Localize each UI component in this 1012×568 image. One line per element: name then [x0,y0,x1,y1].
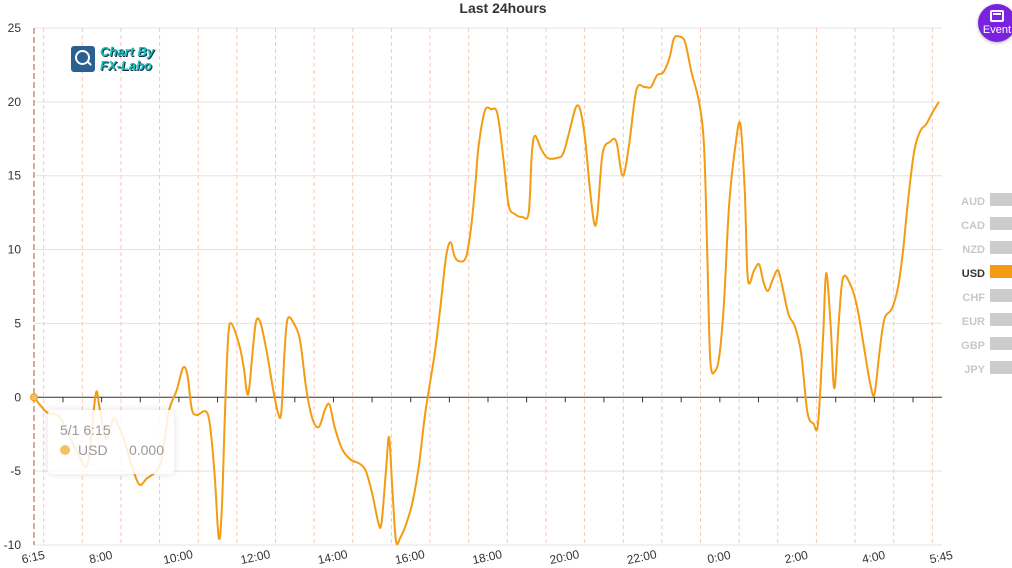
x-axis: 6:15 8:00 10:00 12:00 14:00 16:00 18:00 20:00 22… [20,397,954,567]
legend-item-cad[interactable]: CAD [961,217,1012,232]
chart-tooltip: 5/1 6:15 USD 0.000 [48,410,174,474]
y-tick-label: -5 [10,464,21,478]
x-tick-label: 0:00 [706,548,732,567]
legend-swatch [990,217,1012,230]
x-tick-label: 12:00 [239,547,272,567]
y-tick-label: 10 [8,243,22,257]
chart-title: Last 24hours [459,0,546,16]
series-line-usd [33,35,940,546]
logo-line-2: FX-Labo [100,58,152,73]
x-tick-label: 6:15 [20,548,46,567]
tooltip-time: 5/1 6:15 [60,422,111,438]
legend-item-gbp[interactable]: GBP [961,337,1012,352]
legend-swatch [990,241,1012,254]
legend-item-jpy[interactable]: JPY [964,361,1012,376]
chart-grid [33,27,942,546]
legend-swatch [990,193,1012,206]
calendar-icon [990,10,1004,22]
tooltip-value: 0.000 [128,442,164,458]
legend-item-nzd[interactable]: NZD [962,241,1012,256]
legend-label: USD [962,268,985,280]
tooltip-series-dot [60,445,70,455]
x-tick-label: 14:00 [316,547,349,567]
legend-swatch [990,337,1012,350]
event-button-label: Event [982,24,1012,36]
x-tick-label: 2:00 [783,548,809,567]
legend-label: CHF [962,292,985,304]
y-tick-label: 15 [8,169,22,183]
series-layer [30,35,940,546]
x-tick-label: 5:45 [928,548,954,567]
series-point-start [30,393,38,402]
legend-item-chf[interactable]: CHF [962,289,1012,304]
y-tick-label: 25 [8,21,22,35]
y-tick-label: 0 [14,390,21,404]
legend-label: EUR [962,316,985,328]
x-tick-label: 20:00 [548,547,581,567]
x-tick-label: 18:00 [471,547,504,567]
y-tick-label: 5 [14,316,21,330]
legend[interactable]: AUD CAD NZD USD CHF EUR GBP JPY [961,193,1012,376]
x-tick-label: 16:00 [394,547,427,567]
legend-label: AUD [961,196,985,208]
legend-label: JPY [964,364,985,376]
legend-label: NZD [962,244,985,256]
x-tick-label: 22:00 [626,547,659,567]
x-tick-label: 8:00 [88,548,114,567]
logo-line-1: Chart By [100,44,155,59]
legend-label: GBP [961,340,985,352]
x-tick-label: 4:00 [861,548,887,567]
y-tick-label: -10 [4,538,22,552]
legend-item-eur[interactable]: EUR [962,313,1012,328]
y-tick-label: 20 [8,95,22,109]
legend-swatch [990,313,1012,326]
legend-swatch [990,265,1012,278]
legend-item-usd[interactable]: USD [962,265,1012,280]
fx-labo-logo: Chart By FX-Labo [71,45,171,75]
legend-swatch [990,289,1012,302]
tooltip-series-name: USD [78,442,108,458]
magnifier-chart-icon [71,46,95,72]
x-tick-label: 10:00 [162,547,195,567]
legend-item-aud[interactable]: AUD [961,193,1012,208]
y-axis: -10 -5 0 5 10 15 20 25 [4,21,22,552]
legend-swatch [990,361,1012,374]
legend-label: CAD [961,220,985,232]
event-button[interactable]: Event [978,4,1012,42]
